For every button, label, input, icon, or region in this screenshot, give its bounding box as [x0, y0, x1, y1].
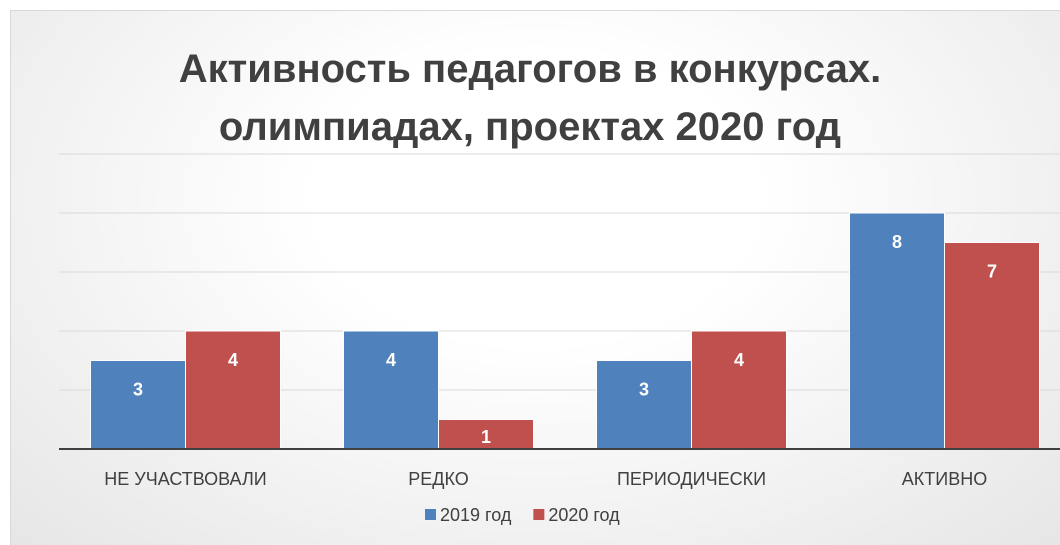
data-label: 3 [133, 379, 143, 399]
x-tick-label: НЕ УЧАСТВОВАЛИ [104, 469, 266, 489]
legend-swatch [533, 509, 545, 520]
data-label: 1 [481, 427, 491, 447]
legend-label: 2019 год [440, 505, 512, 525]
data-label: 8 [892, 232, 902, 252]
chart-title: Активность педагогов в конкурсах. олимпи… [178, 47, 882, 149]
bar [343, 330, 439, 450]
x-tick-label: РЕДКО [408, 469, 469, 489]
bar [185, 330, 281, 450]
x-tick-label: ПЕРИОДИЧЕСКИ [617, 469, 766, 489]
bar [90, 360, 186, 450]
data-label: 7 [987, 261, 997, 281]
data-label: 4 [228, 350, 238, 370]
x-tick-label: АКТИВНО [902, 469, 987, 489]
data-label: 3 [639, 379, 649, 399]
bar [944, 242, 1040, 450]
bar [849, 212, 945, 450]
bar [691, 330, 787, 450]
bar [438, 419, 534, 450]
bar [596, 360, 692, 450]
legend-label: 2020 год [548, 505, 620, 525]
data-label: 4 [386, 350, 396, 370]
legend-swatch [425, 509, 436, 520]
data-label: 4 [734, 350, 744, 370]
